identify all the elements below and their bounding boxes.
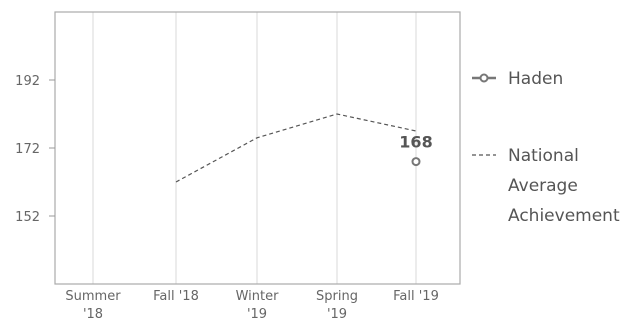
- x-axis: Summer '18 Fall '18 Winter '19 Spring '19 Fall …: [65, 289, 438, 322]
- legend: Haden National Average Achievement: [472, 69, 620, 226]
- vertical-gridlines: [92, 12, 417, 284]
- x-tick-label-0: Summer '18: [65, 289, 121, 322]
- x-tick-label-1: Fall '18: [153, 289, 199, 304]
- series-layer: 168: [175, 113, 433, 183]
- data-label-0-4: 168: [399, 133, 432, 152]
- y-tick-label-2: 152: [15, 210, 40, 225]
- legend-label-0: Haden: [508, 69, 563, 89]
- legend-item-1: National Average Achievement: [472, 146, 620, 226]
- y-tick-label-1: 172: [15, 142, 40, 157]
- series-line-1: [175, 113, 417, 183]
- x-tick-label-2: Winter '19: [236, 289, 280, 322]
- legend-swatch-marker-0: [479, 73, 489, 83]
- data-point-0-4: [411, 157, 421, 167]
- legend-label-1: National Average Achievement: [508, 146, 620, 226]
- y-axis: 192 172 152: [15, 74, 55, 225]
- x-tick-label-4: Fall '19: [393, 289, 439, 304]
- series-1: [175, 113, 417, 183]
- series-0: 168: [399, 133, 433, 167]
- legend-item-0: Haden: [472, 69, 563, 89]
- x-tick-label-3: Spring '19: [316, 289, 358, 322]
- y-tick-label-0: 192: [15, 74, 40, 89]
